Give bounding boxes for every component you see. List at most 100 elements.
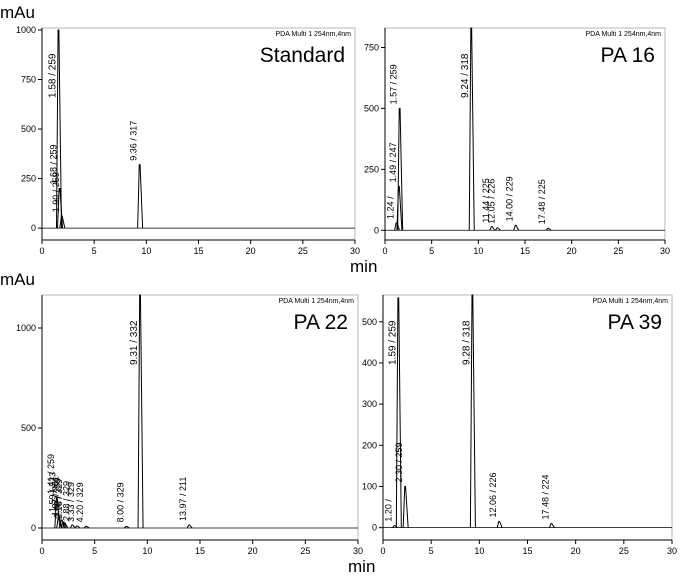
x-tick-label: 10 — [142, 546, 152, 556]
y-tick-label: 250 — [21, 174, 36, 184]
peak — [55, 29, 62, 229]
peak — [186, 524, 193, 529]
y-tick-label: 100 — [362, 481, 377, 491]
peak — [489, 226, 496, 231]
chart-title: PA 22 — [294, 311, 349, 334]
peak-label: 1.20 / — [384, 499, 394, 522]
peak — [468, 27, 475, 231]
x-tick-label: 25 — [619, 546, 629, 556]
x-tick-label: 15 — [193, 246, 203, 256]
chart-header: PDA Multi 1 254nm,4nm — [593, 298, 669, 305]
peak-label: 1.59 / 323 — [48, 472, 58, 512]
y-tick-label: 0 — [31, 523, 36, 533]
peak-label: 1.58 / 259 — [47, 53, 58, 98]
x-tick-label: 10 — [141, 246, 151, 256]
y-axis-label: mAu — [0, 3, 35, 22]
peak-label: 4.20 / 329 — [75, 482, 85, 522]
x-tick-label: 10 — [474, 546, 484, 556]
peak-label: 1.59 / 259 — [387, 320, 398, 365]
x-axis-label: min — [348, 557, 375, 576]
x-tick-label: 30 — [667, 546, 677, 556]
y-tick-label: 1000 — [16, 25, 36, 35]
y-tick-label: 0 — [31, 223, 36, 233]
y-tick-label: 750 — [364, 42, 379, 52]
x-tick-label: 30 — [353, 546, 363, 556]
peak-label: 9.31 / 332 — [129, 320, 140, 365]
peak — [74, 525, 81, 529]
x-tick-label: 10 — [473, 246, 483, 256]
x-tick-label: 20 — [248, 546, 258, 556]
x-tick-label: 5 — [92, 546, 97, 556]
peak-label: 3.33 / 329 — [66, 482, 76, 522]
peak — [402, 485, 409, 528]
chart-title: Standard — [260, 44, 345, 67]
y-tick-label: 500 — [21, 124, 36, 134]
peak-label: 2.02 / 259 — [52, 478, 62, 518]
chart-title: PA 16 — [601, 44, 656, 67]
peak-label: 1.24 / — [386, 196, 396, 219]
peak-label: 17.48 / 225 — [537, 179, 547, 224]
peak — [123, 525, 130, 529]
peak-label: 2.88 / 329 — [61, 481, 71, 521]
x-tick-label: 20 — [246, 246, 256, 256]
y-tick-label: 1000 — [16, 323, 36, 333]
x-tick-label: 0 — [382, 246, 387, 256]
peak — [495, 227, 501, 231]
x-tick-label: 0 — [39, 246, 44, 256]
peak-label: 17.48 / 224 — [540, 474, 550, 519]
x-tick-label: 30 — [660, 246, 670, 256]
peak — [59, 519, 66, 529]
peak — [54, 497, 61, 529]
peak — [513, 224, 520, 231]
x-tick-label: 25 — [613, 246, 623, 256]
peak — [394, 222, 401, 231]
chart-header: PDA Multi 1 254nm,4nm — [279, 298, 355, 305]
y-tick-label: 0 — [374, 225, 379, 235]
x-tick-label: 0 — [39, 546, 44, 556]
x-tick-label: 5 — [429, 546, 434, 556]
x-tick-label: 15 — [195, 546, 205, 556]
peak-label: 1.41 / 259 — [46, 454, 56, 494]
peak-label: 2.30 / 259 — [394, 442, 404, 482]
peak — [397, 107, 404, 231]
peak — [395, 297, 402, 528]
peak-label: 8.00 / 329 — [115, 482, 125, 522]
peak — [60, 521, 67, 529]
chart-header: PDA Multi 1 254nm,4nm — [586, 31, 662, 38]
y-tick-label: 500 — [21, 423, 36, 433]
peak-label: 9.36 / 317 — [129, 121, 139, 161]
x-tick-label: 25 — [300, 546, 310, 556]
peak-label: 13.97 / 211 — [178, 477, 188, 521]
peak-label: 1.87 / 261 — [51, 476, 61, 516]
y-tick-label: 400 — [362, 358, 377, 368]
y-axis-label: mAu — [0, 270, 35, 289]
y-tick-label: 300 — [362, 399, 377, 409]
peak — [548, 523, 555, 528]
peak-label: 14.00 / 229 — [505, 176, 515, 221]
peak — [137, 294, 144, 529]
peak-label: 9.24 / 318 — [460, 53, 471, 98]
y-tick-label: 500 — [364, 103, 379, 113]
peak — [57, 187, 64, 229]
x-tick-label: 5 — [92, 246, 97, 256]
peak — [496, 520, 503, 528]
peak-label: 12.05 / 226 — [486, 179, 496, 224]
y-tick-label: 200 — [362, 440, 377, 450]
peak-label: 1.68 / 259 — [49, 144, 59, 184]
peak — [83, 525, 90, 529]
peak-label: 1.57 / 259 — [389, 64, 399, 104]
y-tick-label: 0 — [372, 523, 377, 533]
peak-label: 1.90 / 259 — [51, 172, 61, 212]
peak — [137, 164, 144, 229]
peak — [469, 294, 476, 528]
peak-label: 12.06 / 226 — [488, 472, 498, 517]
y-tick-label: 250 — [364, 164, 379, 174]
peak — [62, 522, 69, 529]
x-tick-label: 30 — [350, 246, 360, 256]
x-tick-label: 20 — [571, 546, 581, 556]
x-tick-label: 20 — [567, 246, 577, 256]
chart-title: PA 39 — [608, 311, 663, 334]
y-tick-label: 750 — [21, 75, 36, 85]
x-tick-label: 0 — [380, 546, 385, 556]
